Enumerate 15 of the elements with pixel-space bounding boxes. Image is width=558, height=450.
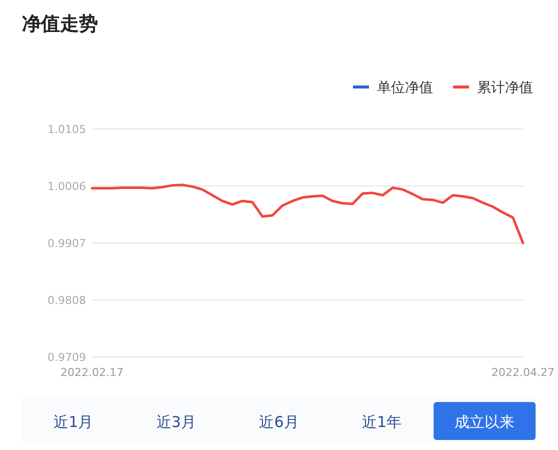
text: 近1年 (362, 413, 402, 431)
text: 近3月 (156, 413, 196, 431)
text: 近1月 (54, 413, 94, 431)
y-tick-label: 0.9907 (48, 237, 86, 250)
y-tick-label: 0.9709 (48, 351, 86, 364)
legend-label: 累计净值 (477, 80, 533, 96)
y-tick-label: 1.0105 (48, 123, 86, 136)
title: 净值走势 (22, 13, 98, 35)
y-tick-label: 0.9808 (48, 294, 86, 307)
text: 成立以来 (454, 413, 515, 431)
legend-label: 单位净值 (377, 80, 433, 96)
text: 近6月 (259, 413, 299, 431)
y-tick-label: 1.0006 (48, 180, 86, 193)
x-tick-label: 2022.04.27 (492, 366, 554, 379)
x-tick-label: 2022.02.17 (60, 366, 124, 379)
